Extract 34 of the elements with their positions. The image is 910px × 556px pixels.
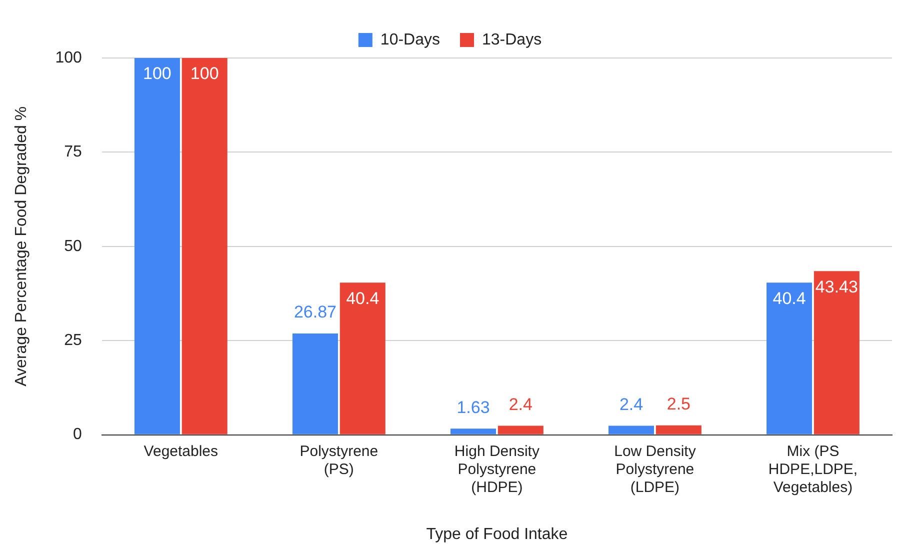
x-tick-label: Polystyrene (PS) — [300, 442, 378, 478]
legend-label: 10-Days — [380, 31, 440, 48]
y-tick-label: 75 — [64, 144, 82, 161]
data-label: 40.4 — [346, 288, 380, 308]
bar — [656, 425, 702, 434]
data-label: 2.4 — [508, 394, 532, 414]
y-tick-label: 25 — [64, 332, 82, 350]
y-tick-label: 50 — [64, 238, 82, 255]
x-tick-label: Vegetables — [144, 442, 218, 460]
data-label: 26.87 — [294, 302, 336, 322]
bar — [340, 282, 386, 434]
y-tick-label: 100 — [55, 49, 82, 66]
data-label: 40.4 — [772, 288, 806, 308]
data-label: 100 — [143, 64, 172, 84]
y-tick-label: 0 — [72, 426, 82, 444]
bar — [292, 334, 338, 434]
data-label: 100 — [190, 64, 219, 84]
x-tick-label: High Density Polystyrene (HDPE) — [454, 442, 540, 496]
bar — [134, 58, 180, 434]
x-axis-title: Type of Food Intake — [426, 526, 568, 543]
data-label: 43.43 — [815, 277, 858, 296]
bar — [182, 58, 228, 434]
x-tick-label: Mix (PS HDPE,LDPE, Vegetables) — [768, 442, 858, 496]
bar — [608, 426, 654, 434]
y-axis-title: Average Percentage Food Degraded % — [13, 106, 30, 386]
data-label: 2.5 — [666, 394, 690, 414]
bar — [766, 282, 812, 434]
legend-label: 13-Days — [482, 31, 542, 48]
bar — [498, 426, 544, 434]
bar — [814, 271, 860, 434]
data-label: 2.4 — [619, 394, 644, 414]
x-tick-label: Low Density Polystyrene (LDPE) — [614, 442, 696, 496]
bar — [450, 428, 496, 434]
data-label: 1.63 — [456, 398, 490, 417]
